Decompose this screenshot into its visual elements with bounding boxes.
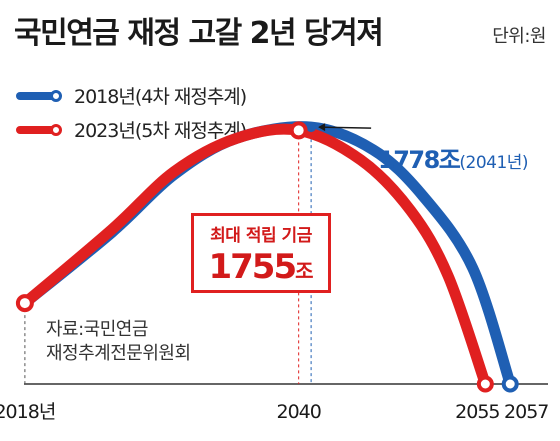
peak-arrow-head bbox=[318, 123, 326, 132]
max-fund-number: 1755 bbox=[208, 247, 297, 287]
x-tick-label: 2040 bbox=[276, 401, 320, 423]
legend-swatch-2023 bbox=[16, 123, 62, 136]
source-line-1: 자료:국민연금 bbox=[46, 319, 148, 340]
chart-title: 국민연금 재정 고갈 2년 당겨져 bbox=[14, 16, 384, 51]
peak-2018-label: 1778조(2041년) bbox=[378, 140, 529, 175]
legend-swatch-2018 bbox=[16, 89, 62, 102]
max-fund-unit: 조 bbox=[295, 259, 314, 283]
x-tick-label: 2057 bbox=[504, 401, 548, 423]
legend-label-2023: 2023년(5차 재정추계) bbox=[74, 120, 247, 142]
point-end-2055 bbox=[476, 375, 494, 393]
point-start bbox=[15, 294, 34, 313]
point-peak-2023 bbox=[289, 121, 308, 140]
peak-arrow-line bbox=[319, 126, 372, 129]
unit-label: 단위:원 bbox=[492, 26, 546, 47]
peak-2018-year: (2041년) bbox=[459, 153, 529, 173]
x-tick-label: 2018년 bbox=[0, 401, 55, 423]
point-end-2057 bbox=[501, 375, 519, 393]
x-tick-label: 2055 bbox=[455, 401, 499, 423]
max-fund-callout: 최대 적립 기금 1755조 bbox=[191, 213, 331, 293]
max-fund-value: 1755조 bbox=[194, 247, 328, 287]
point-peak-2018 bbox=[306, 122, 317, 133]
peak-2018-value: 1778조 bbox=[378, 146, 461, 174]
max-fund-label: 최대 적립 기금 bbox=[210, 226, 312, 246]
legend-label-2018: 2018년(4차 재정추계) bbox=[74, 86, 247, 108]
source-note: 자료:국민연금 재정추계전문위원회 bbox=[46, 318, 191, 366]
source-line-2: 재정추계전문위원회 bbox=[46, 343, 191, 364]
legend-item-2018: 2018년(4차 재정추계) bbox=[14, 82, 247, 109]
legend-item-2023: 2023년(5차 재정추계) bbox=[14, 116, 247, 143]
